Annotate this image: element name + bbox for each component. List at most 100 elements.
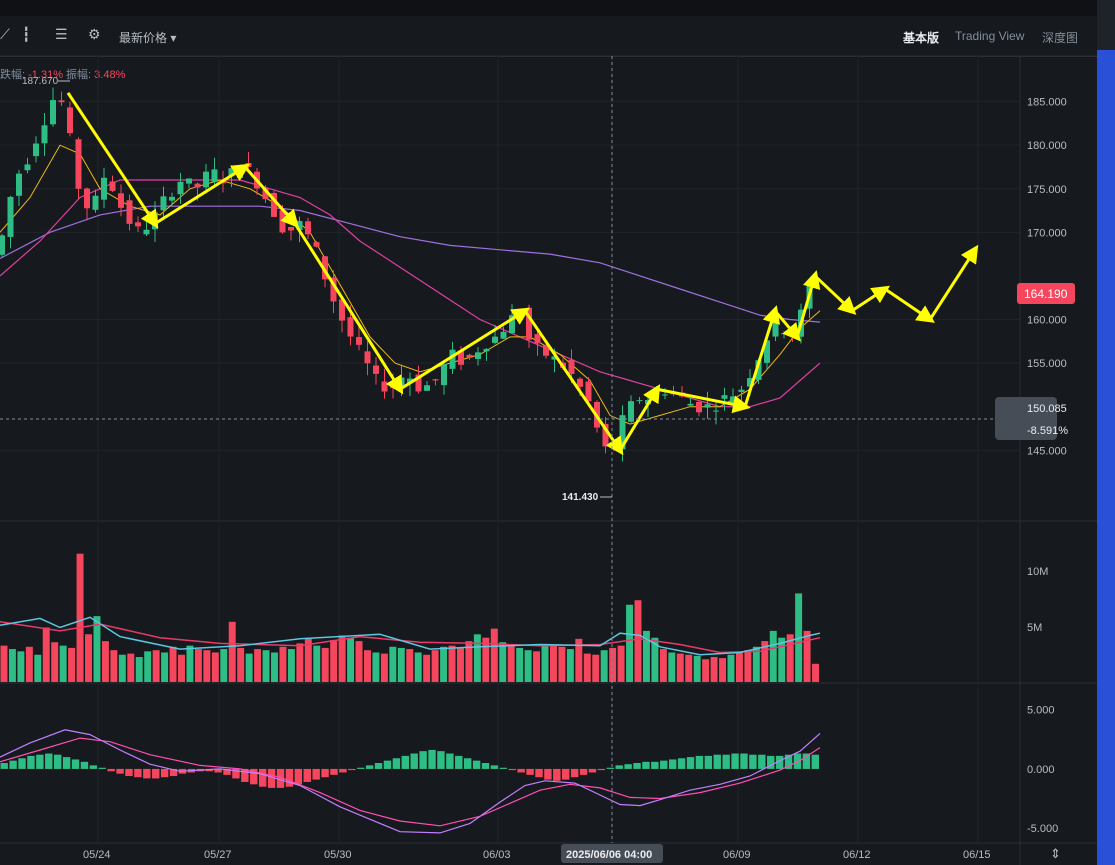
trend-arrow — [851, 285, 891, 313]
candle — [696, 401, 702, 413]
trend-arrow — [243, 165, 299, 229]
volume-bar — [617, 645, 625, 682]
volume-bar — [279, 646, 287, 682]
volume-ma-2-line — [0, 621, 821, 654]
macd-histogram-bar — [143, 768, 151, 779]
candle — [662, 394, 668, 396]
volume-tick-label: 5M — [1027, 622, 1042, 634]
macd-histogram-bar — [250, 768, 258, 785]
candle — [738, 389, 745, 392]
date-tick-label: 06/15 — [963, 849, 991, 861]
candle — [322, 256, 328, 280]
crosshair-price-label: 150.085 — [1027, 403, 1067, 415]
indicator-icon[interactable]: ☰ — [55, 26, 68, 42]
candle — [424, 385, 430, 391]
tab-depth[interactable]: 深度图 — [1042, 31, 1079, 45]
volume-bar — [524, 650, 532, 682]
macd-histogram-bar — [321, 768, 329, 778]
macd-histogram-bar — [169, 768, 178, 777]
volume-bar — [313, 645, 321, 682]
candle — [126, 200, 133, 224]
macd-histogram-bar — [232, 768, 240, 779]
macd-histogram-bar — [312, 768, 320, 780]
macd-histogram-bar — [9, 760, 17, 769]
macd-histogram-bar — [767, 755, 775, 769]
last-price-label: 164.190 — [1024, 287, 1068, 301]
volume-bar — [287, 649, 295, 682]
candle — [500, 331, 507, 339]
candle — [764, 340, 770, 363]
price-type-label: 最新价格 — [119, 31, 168, 45]
tab-tradingview[interactable]: Trading View — [955, 29, 1025, 43]
volume-bar — [228, 621, 236, 682]
macd-histogram-bar — [45, 753, 53, 769]
candle — [781, 333, 787, 335]
fit-axis-icon: ⇕ — [1050, 846, 1061, 861]
macd-tick-label: 5.000 — [1027, 705, 1055, 717]
volume-bar — [448, 645, 456, 682]
price-type-dropdown[interactable]: 最新价格 ▾ — [119, 29, 176, 46]
candle — [262, 188, 269, 200]
volume-bar — [144, 651, 152, 682]
macd-histogram-bar — [775, 755, 784, 769]
macd-histogram-bar — [160, 768, 169, 778]
macd-histogram-bar — [0, 763, 8, 769]
volume-bar — [406, 649, 414, 682]
candle — [602, 423, 609, 447]
volume-bar — [440, 646, 448, 682]
macd-histogram-bar — [419, 751, 427, 769]
volume-bar — [465, 641, 473, 682]
volume-bar — [533, 651, 541, 682]
candle — [169, 196, 175, 201]
volume-bar — [355, 641, 363, 682]
volume-bar — [118, 654, 126, 682]
candle — [177, 181, 184, 195]
macd-histogram-bar — [258, 768, 267, 787]
volume-bar — [220, 649, 228, 682]
line-tool-icon[interactable]: ⟋ — [0, 26, 10, 42]
volume-bar — [600, 650, 608, 682]
macd-histogram-bar — [223, 768, 231, 775]
macd-histogram-bar — [731, 753, 739, 769]
macd-histogram-bar — [241, 768, 249, 782]
macd-histogram-bar — [624, 764, 632, 769]
macd-histogram-bar — [677, 758, 686, 769]
date-tick-label: 06/03 — [483, 849, 511, 861]
macd-histogram-bar — [374, 763, 383, 769]
trend-arrow — [813, 274, 857, 315]
candle — [58, 100, 65, 103]
volume-bar — [727, 654, 735, 682]
price-tick-label: 155.000 — [1027, 358, 1067, 370]
gear-icon[interactable]: ⚙ — [88, 26, 101, 42]
volume-bar — [752, 646, 760, 682]
volume-bar — [659, 649, 667, 682]
candle — [755, 360, 762, 380]
macd-histogram-bar — [535, 768, 543, 778]
macd-histogram-bar — [651, 761, 659, 769]
volume-bar — [169, 646, 177, 682]
volume-bar — [380, 653, 388, 682]
macd-histogram-bar — [517, 768, 525, 773]
candle — [636, 400, 643, 402]
macd-histogram-bar — [267, 768, 276, 788]
date-tick-label: 05/27 — [204, 849, 232, 861]
macd-histogram-bar — [668, 759, 677, 769]
volume-bar — [338, 635, 346, 682]
volume-bar — [516, 647, 524, 682]
candle — [203, 171, 209, 188]
volume-bar — [786, 634, 794, 682]
trend-arrow — [154, 163, 251, 225]
volume-bar — [761, 641, 769, 682]
change-label: 跌幅: — [0, 69, 26, 81]
volume-bar — [456, 647, 464, 682]
volume-bar — [59, 645, 67, 682]
candle — [721, 395, 728, 399]
volume-bar — [135, 657, 143, 682]
macd-histogram-bar — [508, 768, 516, 771]
volume-bar — [634, 600, 642, 682]
candle-type-icon[interactable]: ┇ — [22, 26, 31, 42]
tab-basic[interactable]: 基本版 — [903, 31, 940, 45]
macd-histogram-bar — [686, 757, 695, 769]
candle — [347, 317, 354, 337]
